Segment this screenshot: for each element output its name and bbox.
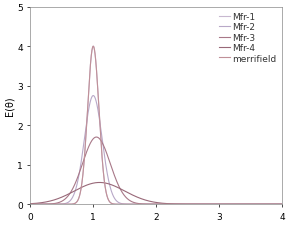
Mfr-2 xyxy=(136,203,140,206)
Mfr-1 xyxy=(248,203,252,206)
Mfr-3 xyxy=(57,201,61,204)
Mfr-4 xyxy=(29,202,32,205)
Mfr-4 xyxy=(125,191,129,194)
Mfr-4 xyxy=(275,203,279,206)
Mfr-2 xyxy=(275,203,279,206)
Mfr-1 xyxy=(57,203,61,206)
Line: Mfr-2: Mfr-2 xyxy=(30,96,282,204)
Mfr-3 xyxy=(280,203,284,206)
Line: Mfr-4: Mfr-4 xyxy=(30,183,282,204)
merrifield xyxy=(136,203,140,206)
Mfr-2 xyxy=(248,203,252,206)
Mfr-2 xyxy=(280,203,284,206)
Mfr-4 xyxy=(57,197,61,200)
Mfr-3 xyxy=(29,203,32,206)
Mfr-4 xyxy=(280,203,284,206)
Mfr-1 xyxy=(72,202,76,205)
Mfr-3 xyxy=(95,136,98,139)
merrifield xyxy=(72,202,76,205)
Line: Mfr-1: Mfr-1 xyxy=(30,47,282,204)
Mfr-2 xyxy=(57,203,61,206)
Mfr-4 xyxy=(72,190,76,193)
Mfr-1 xyxy=(92,46,95,48)
Legend: Mfr-1, Mfr-2, Mfr-3, Mfr-4, merrifield: Mfr-1, Mfr-2, Mfr-3, Mfr-4, merrifield xyxy=(218,12,277,64)
Mfr-2 xyxy=(125,203,129,206)
Mfr-2 xyxy=(29,203,32,206)
Line: merrifield: merrifield xyxy=(30,47,282,204)
merrifield xyxy=(57,203,61,206)
merrifield xyxy=(92,46,95,48)
merrifield xyxy=(248,203,252,206)
Mfr-2 xyxy=(72,193,76,196)
Mfr-1 xyxy=(136,203,140,206)
Mfr-1 xyxy=(275,203,279,206)
Mfr-1 xyxy=(280,203,284,206)
merrifield xyxy=(29,203,32,206)
Mfr-1 xyxy=(125,203,129,206)
Mfr-3 xyxy=(248,203,252,206)
merrifield xyxy=(280,203,284,206)
Mfr-2 xyxy=(92,95,95,97)
Mfr-3 xyxy=(275,203,279,206)
Mfr-3 xyxy=(125,197,129,200)
Mfr-1 xyxy=(29,203,32,206)
Mfr-4 xyxy=(136,196,140,199)
Line: Mfr-3: Mfr-3 xyxy=(30,137,282,204)
Mfr-3 xyxy=(72,185,76,188)
Mfr-4 xyxy=(248,203,252,206)
Mfr-4 xyxy=(98,181,101,184)
merrifield xyxy=(125,203,129,206)
Y-axis label: E(θ): E(θ) xyxy=(4,96,14,116)
merrifield xyxy=(275,203,279,206)
Mfr-3 xyxy=(136,202,140,205)
